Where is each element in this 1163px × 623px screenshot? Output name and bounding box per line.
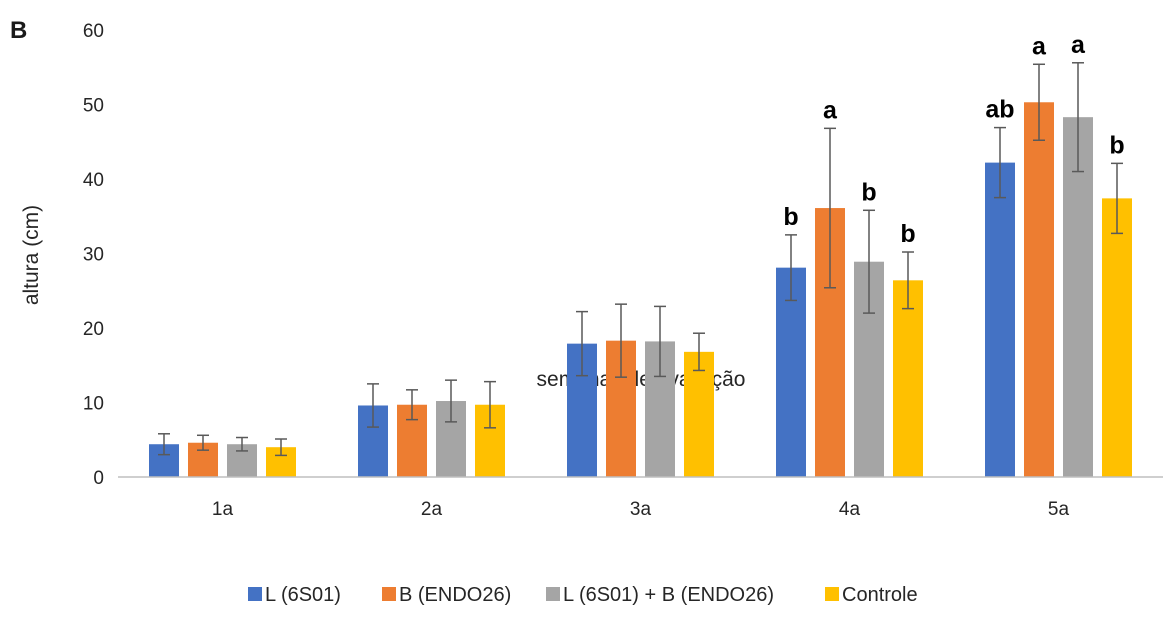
significance-label: b — [861, 178, 876, 206]
legend-label: B (ENDO26) — [399, 584, 511, 606]
panel-label: B — [10, 17, 27, 44]
y-tick-label: 0 — [93, 468, 104, 489]
legend: L (6S01) B (ENDO26) L (6S01) + B (ENDO26) C… — [248, 584, 918, 606]
y-tick-label: 20 — [83, 319, 104, 340]
error-bars — [158, 62, 1123, 457]
x-tick-label: 5a — [1048, 499, 1070, 520]
legend-label: Controle — [842, 584, 918, 606]
legend-swatch — [546, 587, 560, 601]
bar — [1102, 198, 1132, 477]
bars — [149, 102, 1132, 478]
significance-label: b — [783, 203, 798, 231]
legend-label: L (6S01) — [265, 584, 341, 606]
y-tick-label: 40 — [83, 170, 104, 191]
significance-label: a — [823, 96, 838, 124]
significance-label: a — [1071, 31, 1086, 59]
x-tick-label: 4a — [839, 499, 861, 520]
legend-swatch — [382, 587, 396, 601]
bar — [776, 267, 806, 477]
significance-label: ab — [985, 96, 1014, 124]
y-tick-label: 60 — [83, 21, 104, 42]
legend-label: L (6S01) + B (ENDO26) — [563, 584, 774, 606]
significance-label: a — [1032, 32, 1047, 60]
y-tick-label: 30 — [83, 245, 104, 266]
x-axis: 1a 2a 3a 4a 5a — [212, 499, 1070, 520]
y-axis: 0 10 20 30 40 50 60 — [83, 21, 104, 489]
legend-swatch — [248, 587, 262, 601]
bar — [684, 351, 714, 477]
significance-label: b — [900, 220, 915, 248]
y-axis-title: altura (cm) — [20, 205, 43, 305]
bar — [893, 280, 923, 477]
x-tick-label: 2a — [421, 499, 443, 520]
x-tick-label: 1a — [212, 499, 234, 520]
bar — [985, 162, 1015, 478]
bar — [1024, 102, 1054, 477]
bar — [1063, 117, 1093, 477]
significance-label: b — [1109, 131, 1124, 159]
y-tick-label: 50 — [83, 96, 104, 117]
y-tick-label: 10 — [83, 394, 104, 415]
legend-swatch — [825, 587, 839, 601]
x-tick-label: 3a — [630, 499, 652, 520]
